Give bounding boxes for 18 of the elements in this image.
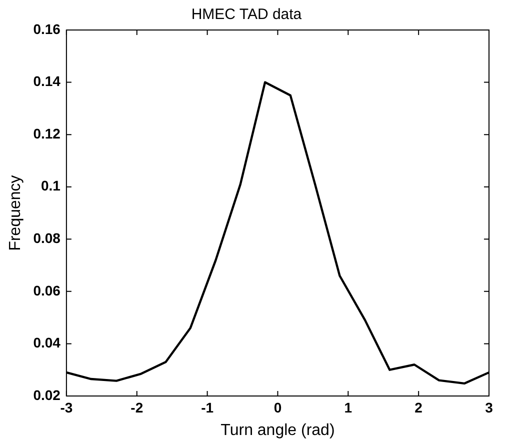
y-tick-label: 0.12 (33, 125, 61, 142)
x-tick-label: 0 (274, 399, 282, 416)
x-tick-label: 2 (414, 399, 423, 416)
x-tick-label: 3 (485, 399, 494, 416)
y-tick-label: 0.14 (33, 73, 61, 90)
y-tick-label: 0.06 (33, 282, 61, 298)
y-tick-label: 0.1 (40, 178, 61, 194)
y-tick-label: 0.16 (33, 20, 61, 37)
chart-title: HMEC TAD data (191, 6, 302, 24)
x-tick-label: 1 (344, 399, 352, 416)
x-tick-label: -1 (201, 399, 214, 416)
x-tick-label: -3 (60, 399, 73, 416)
y-tick-label: 0.02 (33, 386, 61, 403)
x-axis-title: Turn angle (rad) (220, 422, 335, 439)
x-tick-label: -2 (130, 399, 144, 416)
y-tick-label: 0.08 (33, 230, 61, 246)
y-axis-title: Frequency (7, 175, 24, 251)
y-tick-label: 0.04 (33, 334, 61, 351)
